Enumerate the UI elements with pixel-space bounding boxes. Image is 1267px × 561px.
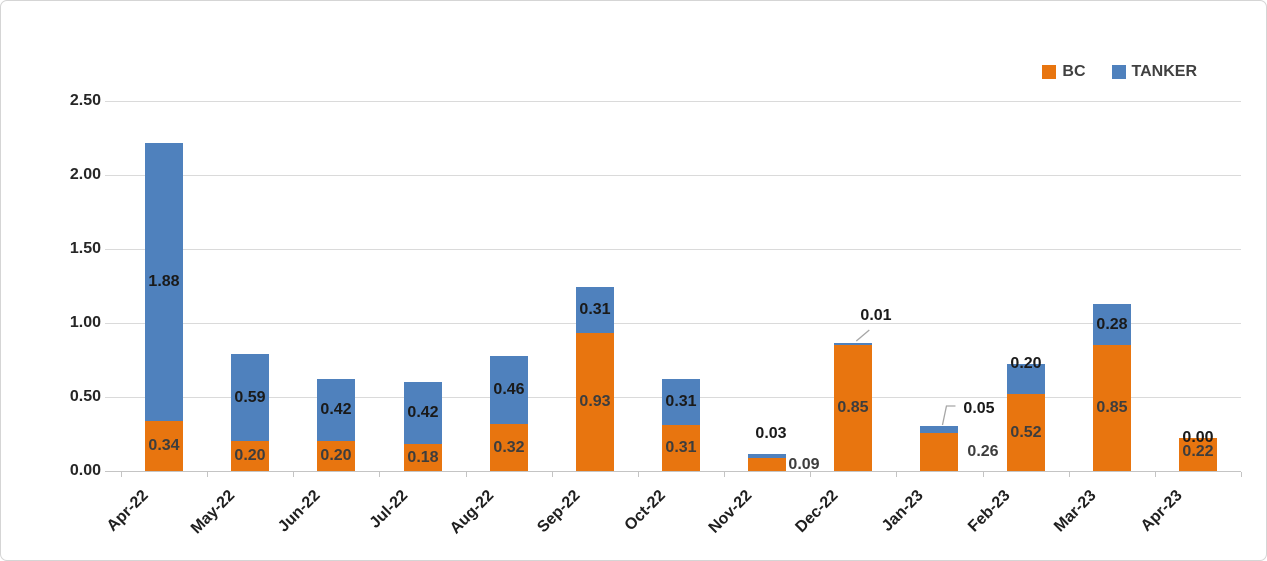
x-axis-line [105, 471, 1241, 472]
x-axis-tick [724, 472, 725, 477]
y-axis-tick-label: 1.00 [69, 314, 101, 331]
x-axis-tick [552, 472, 553, 477]
gridline [105, 175, 1241, 176]
bar-segment-bc[interactable] [490, 424, 528, 471]
bar-segment-bc[interactable] [231, 441, 269, 471]
bar-segment-bc[interactable] [662, 425, 700, 471]
x-axis-label-text: Apr-22 [104, 487, 153, 535]
y-axis-tick-label: 2.00 [69, 166, 101, 183]
x-axis-tick [207, 472, 208, 477]
data-label-bc: 0.09 [788, 456, 820, 473]
bar-segment-tanker[interactable] [920, 426, 958, 433]
legend-item-bc[interactable]: BC [1042, 63, 1086, 81]
gridline [105, 101, 1241, 102]
bar-segment-bc[interactable] [404, 444, 442, 471]
data-label-tanker: 0.42 [407, 404, 439, 421]
x-axis-label-text: May-22 [187, 487, 239, 538]
bar-segment-tanker[interactable] [145, 143, 183, 421]
data-label-tanker: 0.01 [860, 307, 892, 324]
x-axis-label-text: Jun-22 [275, 487, 325, 536]
bar-segment-tanker[interactable] [834, 343, 872, 345]
data-label-tanker: 0.31 [665, 393, 697, 410]
bar-segment-bc[interactable] [920, 433, 958, 471]
bar-segment-tanker[interactable] [231, 354, 269, 441]
data-label-bc: 0.18 [407, 449, 439, 466]
x-axis-label-text: Sep-22 [533, 487, 584, 537]
x-axis-tick [1069, 472, 1070, 477]
bar-segment-tanker[interactable] [1007, 364, 1045, 394]
data-label-tanker: 1.88 [148, 273, 180, 290]
x-axis-label-text: Feb-23 [965, 487, 1015, 536]
data-label-bc: 0.34 [148, 437, 180, 454]
tanker-swatch-icon [1111, 65, 1126, 79]
data-label-bc: 0.32 [493, 439, 525, 456]
bar-segment-bc[interactable] [1179, 438, 1217, 471]
data-label-tanker: 0.00 [1182, 429, 1214, 446]
x-axis-label-text: Apr-23 [1138, 487, 1187, 535]
data-label-bc: 0.93 [579, 393, 611, 410]
gridline [105, 323, 1241, 324]
x-axis-label-text: Oct-22 [621, 487, 670, 535]
bar-segment-tanker[interactable] [1093, 304, 1131, 345]
bar-segment-tanker[interactable] [662, 379, 700, 425]
data-label-bc: 0.85 [837, 399, 869, 416]
x-axis-tick [1241, 472, 1242, 477]
x-axis-tick [121, 472, 122, 477]
x-axis-tick [1155, 472, 1156, 477]
y-axis-tick-label: 2.50 [69, 92, 101, 109]
y-axis-tick-label: 0.00 [69, 462, 101, 479]
data-label-bc: 0.20 [234, 447, 266, 464]
gridline [105, 249, 1241, 250]
data-label-bc: 0.85 [1096, 399, 1128, 416]
x-axis-label-text: Mar-23 [1051, 487, 1101, 536]
data-label-tanker: 0.46 [493, 381, 525, 398]
bar-segment-bc[interactable] [145, 421, 183, 471]
x-axis-label-text: Aug-22 [446, 487, 498, 538]
bar-segment-tanker[interactable] [576, 287, 614, 333]
data-label-tanker: 0.03 [755, 425, 787, 442]
data-label-tanker: 0.20 [1010, 355, 1042, 372]
bar-segment-tanker[interactable] [317, 379, 355, 441]
data-label-tanker: 0.05 [963, 400, 995, 417]
bar-segment-bc[interactable] [748, 458, 786, 471]
data-label-bc: 0.52 [1010, 424, 1042, 441]
bc-swatch-icon [1042, 65, 1057, 79]
data-label-tanker: 0.59 [234, 389, 266, 406]
x-axis-label-text: Nov-22 [705, 487, 756, 537]
data-label-tanker: 0.42 [320, 401, 352, 418]
x-axis-label-text: Dec-22 [791, 487, 842, 537]
data-label-bc: 0.31 [665, 439, 697, 456]
data-label-bc: 0.20 [320, 447, 352, 464]
y-axis-tick-label: 1.50 [69, 240, 101, 257]
x-axis-tick [896, 472, 897, 477]
x-axis-tick [293, 472, 294, 477]
x-axis-label-text: Jul-22 [366, 487, 412, 532]
legend-label-bc: BC [1062, 63, 1086, 80]
data-label-tanker: 0.28 [1096, 316, 1128, 333]
bar-segment-bc[interactable] [834, 345, 872, 471]
bar-segment-tanker[interactable] [748, 454, 786, 458]
legend-item-tanker[interactable]: TANKER [1111, 63, 1197, 81]
x-axis-label-text: Jan-23 [879, 487, 928, 535]
legend-label-tanker: TANKER [1131, 63, 1197, 80]
x-axis-tick [983, 472, 984, 477]
x-axis-tick [466, 472, 467, 477]
bar-segment-tanker[interactable] [490, 356, 528, 424]
x-axis-tick [638, 472, 639, 477]
bar-segment-tanker[interactable] [404, 382, 442, 444]
data-label-tanker: 0.31 [579, 301, 611, 318]
y-axis-tick-label: 0.50 [69, 388, 101, 405]
data-label-bc: 0.26 [967, 443, 999, 460]
bar-segment-bc[interactable] [1007, 394, 1045, 471]
x-axis-tick [810, 472, 811, 477]
bar-segment-bc[interactable] [576, 333, 614, 471]
legend[interactable]: BC TANKER [1042, 63, 1197, 81]
data-label-bc: 0.22 [1182, 443, 1214, 460]
bar-segment-bc[interactable] [317, 441, 355, 471]
x-axis-tick [379, 472, 380, 477]
bar-segment-bc[interactable] [1093, 345, 1131, 471]
